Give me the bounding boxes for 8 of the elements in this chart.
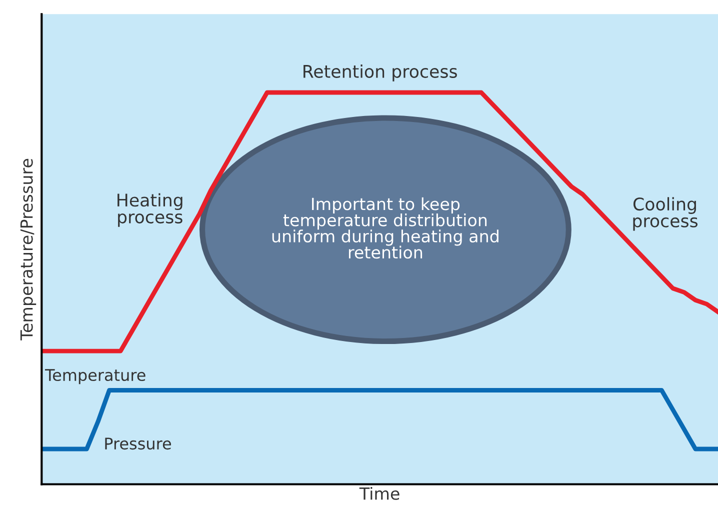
y-axis-title: Temperature/Pressure: [20, 158, 36, 340]
series-label: Pressure: [105, 438, 171, 450]
text: Retention process: [304, 64, 457, 82]
annotation: Cooling process: [633, 197, 698, 231]
series-label: Temperature: [44, 369, 146, 384]
annotation: Heating process: [118, 193, 182, 227]
annotation: Important to keep temperature distribution uniform during heating and retention: [272, 197, 498, 259]
x-axis-title: Time: [359, 487, 400, 500]
